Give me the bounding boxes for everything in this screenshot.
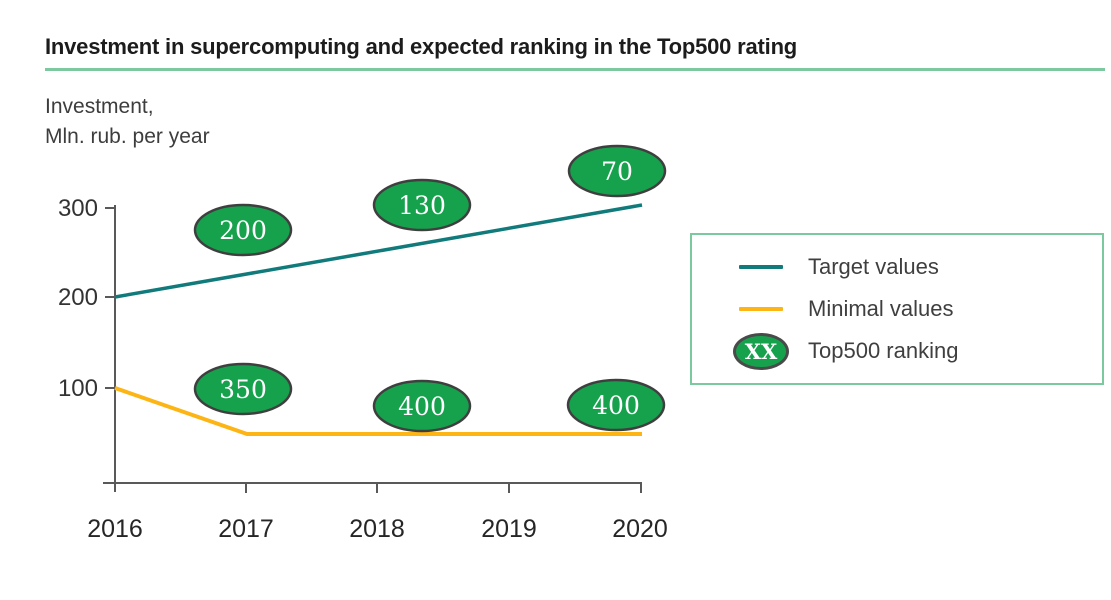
minimal-line-swatch-wrap (726, 307, 796, 311)
ranking-oval-minimal-2017: 350 (193, 362, 293, 416)
legend-label-target: Target values (808, 254, 939, 279)
ranking-oval-minimal-2020: 400 (566, 378, 666, 432)
ranking-oval-minimal-2018-label: 400 (398, 392, 446, 421)
legend: Target values Minimal values XX Top500 r… (690, 233, 1104, 385)
y-tick-100: 100 (58, 375, 98, 402)
ranking-oval-target-2018: 130 (372, 178, 472, 232)
x-tick-2019: 2019 (481, 515, 537, 543)
minimal-values-line (114, 386, 642, 436)
y-axis-unit-line1: Investment, (45, 95, 154, 118)
y-axis-ticks (105, 207, 115, 389)
x-tick-2016: 2016 (87, 515, 143, 543)
ranking-oval-swatch: XX (733, 332, 789, 370)
ranking-oval-target-2020: 70 (567, 144, 667, 198)
legend-item-ranking: XX Top500 ranking (726, 330, 1102, 372)
x-axis-ticks (245, 483, 642, 493)
legend-label-ranking: Top500 ranking (808, 338, 959, 363)
legend-label-minimal: Minimal values (808, 296, 954, 321)
y-axis-unit-label: Investment, Mln. rub. per year (45, 92, 210, 152)
ranking-oval-minimal-2020-label: 400 (592, 391, 640, 420)
y-tick-200: 200 (58, 284, 98, 311)
x-tick-2020: 2020 (612, 515, 668, 543)
ranking-oval-swatch-wrap: XX (726, 332, 796, 370)
legend-item-minimal: Minimal values (726, 288, 1102, 330)
target-line-swatch-wrap (726, 265, 796, 269)
x-tick-2017: 2017 (218, 515, 274, 543)
title-underline (45, 68, 1105, 71)
ranking-oval-target-2017: 200 (193, 203, 293, 257)
ranking-oval-target-2017-label: 200 (219, 216, 267, 245)
target-values-line (114, 203, 643, 299)
ranking-oval-target-2020-label: 70 (601, 157, 633, 186)
x-tick-2018: 2018 (349, 515, 405, 543)
ranking-oval-minimal-2018: 400 (372, 379, 472, 433)
page-title: Investment in supercomputing and expecte… (45, 34, 798, 59)
minimal-line-swatch (739, 307, 783, 311)
target-line-swatch (739, 265, 783, 269)
ranking-oval-minimal-2017-label: 350 (219, 375, 267, 404)
ranking-oval-target-2018-label: 130 (398, 191, 446, 220)
y-tick-300: 300 (58, 195, 98, 222)
y-axis-unit-line2: Mln. rub. per year (45, 125, 210, 148)
legend-item-target: Target values (726, 246, 1102, 288)
